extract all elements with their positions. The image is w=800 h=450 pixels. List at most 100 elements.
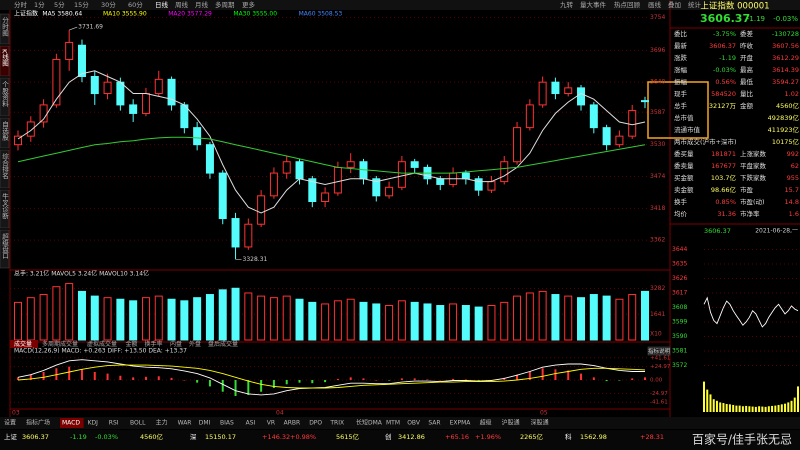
indicator-tab[interactable]: 长短DMA [356,419,383,427]
volume-tab-label[interactable]: 成交量 [14,340,32,348]
help-button[interactable] [647,346,671,356]
toolbar-tab[interactable]: 1分 [34,0,45,9]
volume-tab-label[interactable]: 外盘 [189,340,201,348]
toolbar-tab[interactable]: 统计 [688,0,702,9]
quote-label: 开盘 [740,53,754,62]
side-tab[interactable] [0,189,10,229]
axis-unit: X10 [650,331,662,338]
indicator-tab[interactable]: 主力 [156,419,168,427]
indicator-tab[interactable]: 沪股通 [502,419,520,427]
side-tab-label[interactable]: 综合排名 [1,152,9,181]
indicator-tab[interactable]: EXPMA [450,420,472,427]
indicator-tab[interactable]: BOLL [130,420,146,427]
side-tab[interactable] [0,117,10,149]
indicator-tab[interactable]: 设置 [4,419,16,427]
indicator-tab[interactable]: 指标广场 [26,419,50,427]
macd-line [17,359,645,396]
y-tick-label: 3590 [672,333,687,340]
quote-value: 167677 [711,162,736,170]
indicator-tab[interactable]: DPO [309,420,322,427]
macd-bar [477,380,480,381]
candle-body [257,195,266,225]
quote-label: 昨收 [740,41,754,50]
volume-tab-label[interactable]: 内盘 [170,340,182,348]
quote-label: 买金额 [674,173,694,182]
high-label: 3731.69 [78,24,103,31]
volume-tab-label[interactable]: 金额 [126,340,138,348]
help-button-label[interactable]: 指标说明 [648,347,671,355]
macd-bar [132,377,135,380]
volume-bar [602,295,611,341]
toolbar-tab[interactable]: 月线 [195,0,209,9]
indicator-bar [0,417,800,429]
toolbar-tab[interactable]: 更多 [242,0,256,9]
status-item: 深 [190,432,197,441]
volume-bar [77,290,86,341]
indicator-tab[interactable]: ARBR [284,420,301,427]
toolbar-tab[interactable]: 叠加 [668,0,681,9]
toolbar-tab[interactable]: 热点回顾 [614,0,641,9]
toolbar-tab[interactable]: 5分 [54,0,65,9]
indicator-tab[interactable]: TRIX [329,420,344,427]
volume-tab-label[interactable]: 盘后成交量 [208,340,238,348]
volume-bar [269,297,278,341]
side-tab-label[interactable]: 自选股 [1,120,9,142]
intraday-volume [780,404,783,412]
indicator-tab[interactable]: OBV [407,420,421,427]
candle-body [244,223,253,248]
side-tab-label[interactable]: 分时图 [1,16,9,38]
toolbar-tab[interactable]: 分时 [14,0,28,9]
status-item: 上证 [4,432,18,441]
indicator-tab[interactable]: 深股通 [531,419,549,427]
indicator-tab[interactable]: SAR [428,420,440,427]
toolbar-tab[interactable]: 30分 [101,0,116,9]
toolbar-tab[interactable]: 量大事件 [580,0,607,9]
quote-value: 62 [791,162,799,170]
indicator-tab[interactable]: MACD [62,420,80,427]
side-tab[interactable] [0,149,10,189]
side-tab[interactable] [0,13,10,45]
volume-bar [461,305,470,341]
volume-bar [167,298,176,341]
side-tab-label[interactable]: 个股资料 [1,81,9,109]
toolbar-tab[interactable]: 画线 [648,0,662,9]
toolbar-tab[interactable]: 60分 [128,0,143,9]
indicator-tab[interactable]: BIAS [220,420,234,427]
indicator-tab[interactable]: MTM [386,420,400,427]
side-tab-label[interactable]: 超级盘口 [1,232,9,259]
candle-body [500,161,509,183]
side-tab[interactable] [0,229,10,269]
volume-bar [141,297,150,341]
candle-body [282,161,291,174]
indicator-tab[interactable]: VR [267,420,275,427]
y-tick-label: +24.97 [650,364,671,370]
intraday-volume [790,400,793,412]
quote-value: 1.02 [785,90,799,98]
candle-body [513,127,522,163]
volume-tab-label[interactable]: 换手率 [145,340,163,348]
toolbar-tab[interactable]: 日线 [155,0,169,9]
volume-bar [321,303,330,341]
volume-tab-label[interactable]: 多周期成交量 [42,340,78,348]
volume-tab[interactable] [10,340,38,348]
macd-bar [362,378,365,380]
side-tab-label[interactable]: K线图 [1,49,9,67]
indicator-tab[interactable]: WAR [178,420,192,427]
indicator-tab[interactable]: 超级 [480,419,492,427]
macd-bar [42,372,45,380]
volume-tab-label[interactable]: 虚拟成交量 [87,340,117,348]
indicator-tab-active[interactable] [60,418,84,428]
toolbar-tab[interactable]: 15分 [74,0,89,9]
candle-body [52,58,61,106]
indicator-tab[interactable]: RSI [109,420,119,427]
side-tab[interactable] [0,77,10,117]
side-tab-label[interactable]: 牛叉诊断 [1,192,9,221]
indicator-tab[interactable]: ASI [246,420,256,427]
side-tab[interactable] [0,45,10,77]
toolbar-tab[interactable]: 多周期 [215,0,235,9]
indicator-tab[interactable]: KDJ [88,420,99,427]
toolbar-tab[interactable]: 周线 [175,0,189,9]
macd-bar [618,380,621,381]
indicator-tab[interactable]: DMI [199,420,211,427]
toolbar-tab[interactable]: 九转 [560,0,574,9]
